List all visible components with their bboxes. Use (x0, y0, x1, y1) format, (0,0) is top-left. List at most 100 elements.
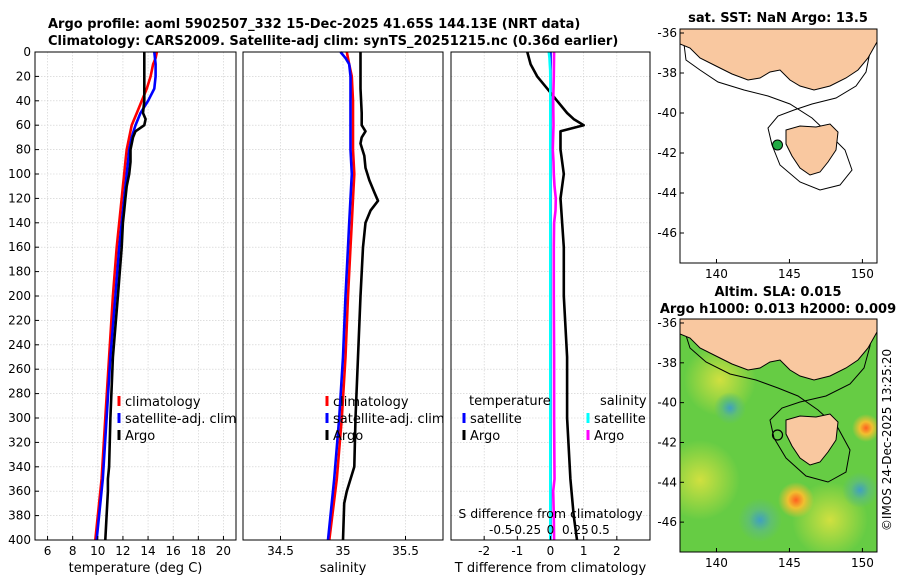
series-line-climatology (328, 51, 356, 541)
series-line-argo (104, 52, 147, 541)
y-tick-label: 340 (8, 460, 31, 474)
y-tick-label: 120 (8, 191, 31, 205)
sla-yellow-patch (680, 440, 740, 520)
sla-map: Altim. SLA: 0.015 Argo h1000: 0.013 h200… (657, 285, 896, 570)
legend-entry: satellite (470, 412, 522, 427)
legend-entry: climatology (125, 395, 201, 410)
x-tick-label: -2 (478, 544, 490, 558)
legend-entry: Argo (594, 429, 624, 444)
sst-mainland (680, 29, 877, 91)
x-tick-label: 1 (580, 544, 588, 558)
y-tick-label: 80 (16, 143, 31, 157)
legend-entry: Argo (333, 429, 363, 444)
sst-map-ticks: 140 145 150 -36 -38 -40 -42 -44 -46 (657, 26, 873, 281)
difference-panel: -2 -1 0 1 2 T difference from climatology temp… (450, 51, 651, 576)
legend-entry: Argo (470, 429, 500, 444)
legend-entry: climatology (333, 395, 409, 410)
x-tick-label: 16 (166, 544, 181, 558)
series-line-argo (341, 52, 380, 541)
legend-entry: satellite-adj. clim (125, 412, 237, 427)
x-tick-label: 35 (335, 544, 350, 558)
salinity-panel: 34.5 35 35.5 salinity climatology satellite-a… (242, 51, 445, 576)
series-line-temperature-argo (526, 51, 586, 541)
y-tick-label: 200 (8, 289, 31, 303)
y-tick-label: 20 (16, 69, 31, 83)
map-x-tick-label: 140 (705, 267, 728, 281)
temperature-panel: 6 8 10 12 14 16 18 20 temperature (deg C) 0 20 40 60… (8, 45, 237, 576)
map-y-tick-label: -38 (657, 356, 677, 370)
sst-map: sat. SST: NaN Argo: 13.5 140 145 150 -36 -38… (657, 11, 878, 281)
sla-blue-patch (714, 392, 746, 424)
y-tick-label: 240 (8, 338, 31, 352)
x-axis-label: salinity (320, 561, 367, 576)
secondary-x-tick-label: 0.25 (562, 523, 589, 537)
sla-map-frame (679, 318, 878, 553)
series-line-climatology (94, 51, 159, 541)
map-y-tick-label: -36 (657, 316, 677, 330)
map-y-tick-label: -44 (657, 186, 677, 200)
sla-blue-patch (842, 472, 877, 508)
legend-entry: satellite (594, 412, 646, 427)
sst-map-frame (679, 28, 878, 264)
x-tick-label: 0 (547, 544, 555, 558)
x-tick-label: 20 (216, 544, 231, 558)
legend-title-salinity: salinity (600, 394, 647, 409)
sla-tasmania (785, 413, 839, 466)
sla-hot-patch (778, 482, 814, 518)
x-tick-label: 10 (90, 544, 105, 558)
secondary-x-axis-label: S difference from climatology (458, 506, 643, 521)
sst-shelf-contour (682, 29, 877, 191)
sst-profile-marker (772, 139, 783, 151)
sst-tasmania (785, 123, 839, 176)
x-tick-label: 35.5 (392, 544, 419, 558)
legend-title-temperature: temperature (469, 394, 551, 409)
map-x-tick-label: 150 (851, 556, 874, 570)
x-tick-label: 8 (69, 544, 77, 558)
map-y-tick-label: -46 (657, 515, 677, 529)
map-y-tick-label: -40 (657, 396, 677, 410)
y-tick-label: 0 (23, 45, 31, 59)
sla-map-ticks: 140 145 150 -36 -38 -40 -42 -44 -46 (657, 316, 873, 570)
map-x-tick-label: 150 (851, 267, 874, 281)
map-x-tick-label: 140 (705, 556, 728, 570)
sla-mainland (680, 319, 877, 381)
sla-blue-patch (738, 498, 782, 542)
y-tick-label: 400 (8, 533, 31, 547)
sla-profile-marker (771, 429, 784, 441)
x-tick-label: -1 (511, 544, 523, 558)
map-x-tick-label: 145 (778, 267, 801, 281)
map-y-tick-label: -38 (657, 66, 677, 80)
y-tick-label: 320 (8, 435, 31, 449)
map-y-tick-label: -42 (657, 146, 677, 160)
y-tick-label: 220 (8, 313, 31, 327)
map-y-tick-label: -44 (657, 475, 677, 489)
map-y-tick-label: -40 (657, 106, 677, 120)
series-line-satellite-adj-clim (95, 51, 157, 541)
legend-entry: satellite-adj. clim (333, 412, 445, 427)
sla-hot-patch (852, 414, 877, 442)
y-tick-label: 300 (8, 411, 31, 425)
series-line-salinity-argo (551, 51, 558, 541)
series-line-satellite-adj-clim (326, 51, 354, 541)
sla-shelf-contour (682, 319, 875, 483)
y-tick-label: 100 (8, 167, 31, 181)
y-tick-label: 140 (8, 216, 31, 230)
x-tick-label: 12 (115, 544, 130, 558)
y-tick-label: 280 (8, 387, 31, 401)
map-y-tick-label: -46 (657, 226, 677, 240)
x-tick-label: 2 (613, 544, 621, 558)
x-axis-label: T difference from climatology (454, 561, 647, 576)
secondary-x-tick-label: 0 (547, 523, 555, 537)
y-tick-label: 180 (8, 265, 31, 279)
y-tick-label: 260 (8, 362, 31, 376)
figure-title-line2: Climatology: CARS2009. Satellite-adj cli… (48, 34, 618, 49)
secondary-x-tick-label: 0.5 (591, 523, 610, 537)
map-y-tick-label: -42 (657, 435, 677, 449)
x-tick-label: 14 (140, 544, 155, 558)
copyright-label: ©IMOS 24-Dec-2025 13:25:20 (880, 349, 894, 531)
y-tick-label: 160 (8, 240, 31, 254)
sla-map-title-line2: Argo h1000: 0.013 h2000: 0.009 (660, 302, 896, 317)
x-tick-label: 6 (44, 544, 52, 558)
map-y-tick-label: -36 (657, 26, 677, 40)
